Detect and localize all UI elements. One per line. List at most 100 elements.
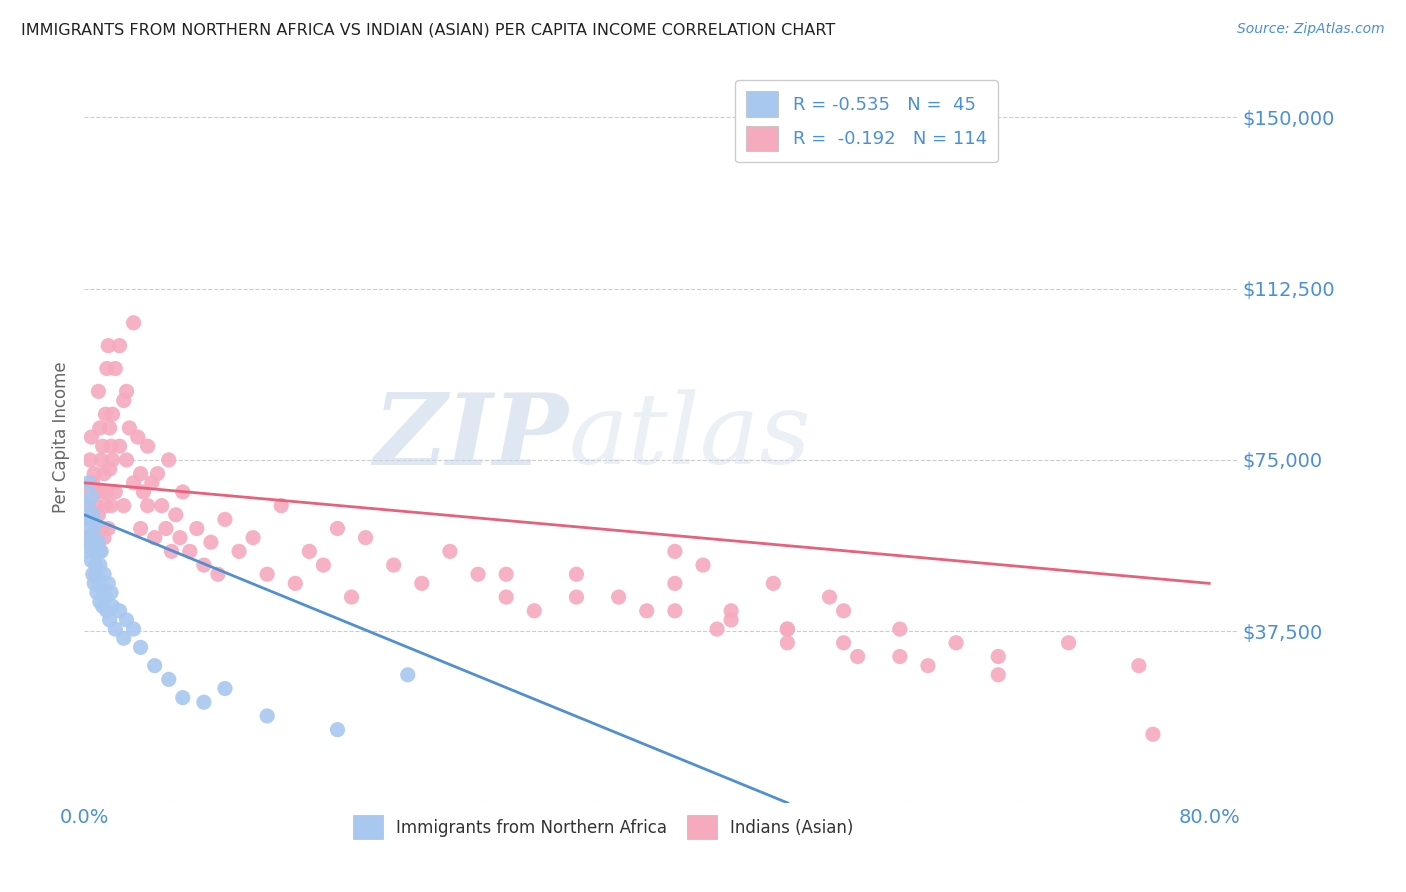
Point <box>84 567 107 582</box>
Point <box>382 558 405 573</box>
Point <box>101 599 124 614</box>
Point <box>179 544 201 558</box>
Point <box>86 544 108 558</box>
Point <box>108 604 131 618</box>
Point <box>136 439 159 453</box>
Point <box>108 439 131 453</box>
Point <box>84 499 107 513</box>
Point <box>86 585 108 599</box>
Point <box>112 393 135 408</box>
Point <box>186 521 208 535</box>
Point <box>270 499 292 513</box>
Point <box>79 521 101 535</box>
Point <box>439 544 461 558</box>
Point <box>82 567 104 582</box>
Point <box>692 558 714 573</box>
Point <box>157 673 180 687</box>
Point <box>96 604 118 618</box>
Point <box>98 421 121 435</box>
Point <box>776 636 799 650</box>
Point <box>100 439 122 453</box>
Point <box>889 649 911 664</box>
Point <box>90 581 112 595</box>
Point <box>143 531 166 545</box>
Point <box>411 576 433 591</box>
Point <box>104 622 127 636</box>
Point <box>165 508 187 522</box>
Text: IMMIGRANTS FROM NORTHERN AFRICA VS INDIAN (ASIAN) PER CAPITA INCOME CORRELATION : IMMIGRANTS FROM NORTHERN AFRICA VS INDIA… <box>21 22 835 37</box>
Point <box>76 499 98 513</box>
Point <box>91 439 114 453</box>
Point <box>100 585 122 599</box>
Point <box>207 567 229 582</box>
Point <box>122 316 145 330</box>
Point <box>77 499 100 513</box>
Point <box>193 558 215 573</box>
Point <box>467 567 489 582</box>
Text: atlas: atlas <box>568 390 811 484</box>
Point <box>76 484 98 499</box>
Point <box>84 558 107 573</box>
Point <box>193 695 215 709</box>
Point <box>89 594 111 608</box>
Legend: Immigrants from Northern Africa, Indians (Asian): Immigrants from Northern Africa, Indians… <box>346 809 860 846</box>
Point <box>832 636 855 650</box>
Point <box>776 622 799 636</box>
Point <box>101 453 124 467</box>
Point <box>160 544 183 558</box>
Point <box>150 499 173 513</box>
Point <box>987 649 1010 664</box>
Text: Source: ZipAtlas.com: Source: ZipAtlas.com <box>1237 22 1385 37</box>
Point <box>89 421 111 435</box>
Point <box>326 521 349 535</box>
Point <box>96 484 118 499</box>
Point <box>284 576 307 591</box>
Point <box>129 640 152 655</box>
Point <box>664 544 686 558</box>
Point <box>91 599 114 614</box>
Point <box>80 490 103 504</box>
Point <box>86 484 108 499</box>
Point <box>776 622 799 636</box>
Point <box>79 453 101 467</box>
Point <box>172 690 194 705</box>
Point <box>77 512 100 526</box>
Point <box>93 467 115 481</box>
Point <box>83 576 105 591</box>
Point <box>172 484 194 499</box>
Point <box>720 613 742 627</box>
Point <box>84 516 107 531</box>
Point <box>565 567 588 582</box>
Point <box>1142 727 1164 741</box>
Point <box>80 553 103 567</box>
Point <box>87 535 110 549</box>
Point <box>89 558 111 573</box>
Y-axis label: Per Capita Income: Per Capita Income <box>52 361 70 513</box>
Point <box>79 531 101 545</box>
Point <box>82 475 104 490</box>
Point <box>298 544 321 558</box>
Point <box>228 544 250 558</box>
Point <box>762 576 785 591</box>
Point <box>83 467 105 481</box>
Point <box>76 544 98 558</box>
Point <box>79 535 101 549</box>
Point <box>97 576 120 591</box>
Point <box>82 508 104 522</box>
Point <box>93 567 115 582</box>
Point <box>340 590 363 604</box>
Point <box>169 531 191 545</box>
Point <box>94 499 117 513</box>
Point <box>326 723 349 737</box>
Point <box>136 499 159 513</box>
Point <box>115 613 138 627</box>
Point <box>115 384 138 399</box>
Point <box>706 622 728 636</box>
Point <box>90 484 112 499</box>
Point <box>141 475 163 490</box>
Point <box>1057 636 1080 650</box>
Point <box>129 521 152 535</box>
Point <box>846 649 869 664</box>
Point <box>112 632 135 646</box>
Point <box>917 658 939 673</box>
